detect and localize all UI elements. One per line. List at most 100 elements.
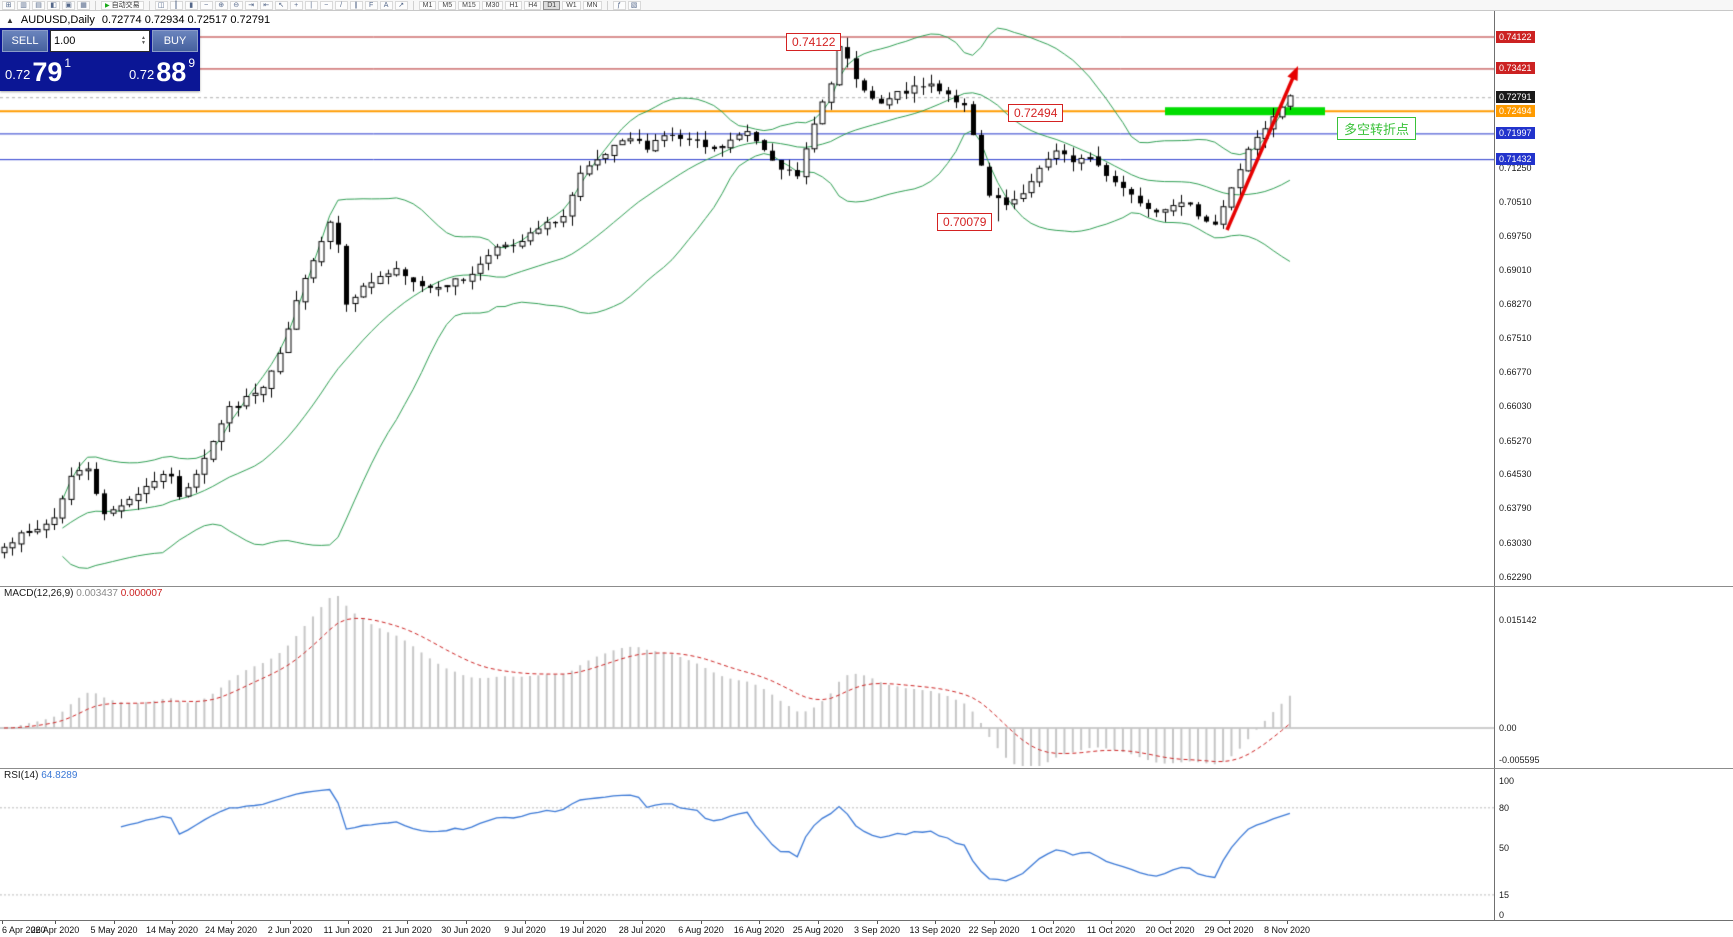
templates-icon[interactable]: ▧ [627,0,641,10]
price-axis-tick: 0.63790 [1499,503,1532,514]
strategy-tester-icon[interactable]: ▦ [77,0,90,10]
time-axis-label: 29 Oct 2020 [1204,925,1254,935]
chart-shift-icon[interactable]: ⇤ [259,0,273,10]
rsi-axis-label: 15 [1499,889,1510,900]
price-badge-071432: 0.71432 [1496,153,1535,166]
buy-price: 0.72 88 9 [129,52,195,89]
sell-price-pips: 79 [32,57,63,88]
timeframe-m15-button[interactable]: M15 [458,0,480,10]
time-axis[interactable]: 6 Apr 2020 26 Apr 2020 5 May 2020 14 May 20… [0,920,1733,937]
sell-price: 0.72 79 1 [5,52,71,89]
arrows-icon[interactable]: ↗ [394,0,408,10]
macd-axis-label: 0.00 [1499,723,1517,733]
volume-value: 1.00 [54,35,76,47]
rsi-panel-separator[interactable] [0,768,1733,769]
time-axis-tick [759,921,760,924]
sell-button[interactable]: SELL [2,30,48,52]
price-badge-072791: 0.72791 [1496,91,1535,104]
price-axis[interactable]: 0.71250 0.70510 0.69750 0.69010 0.68270 0.675… [1494,11,1733,920]
resistance-label-74122[interactable]: 0.74122 [786,33,842,51]
horizontal-line-icon[interactable]: − [319,0,333,10]
time-axis-label: 24 May 2020 [204,925,258,935]
timeframe-d1-button[interactable]: D1 [543,0,561,10]
support-label-70079[interactable]: 0.70079 [937,213,993,231]
auto-trading-button[interactable]: ▶ 自动交易 [101,0,144,10]
macd-axis-label: 0.015142 [1499,615,1537,625]
toolbar-separator [148,0,150,10]
toolbar-separator [95,0,96,10]
spinner-up-icon[interactable]: ▲ [141,34,146,41]
timeframe-mn-button[interactable]: MN [582,0,602,10]
time-axis-tick [114,921,115,924]
time-axis-label: 20 Oct 2020 [1145,925,1195,935]
timeframe-m1-button[interactable]: M1 [418,0,437,10]
timeframe-h4-button[interactable]: H4 [524,0,542,10]
price-axis-tick: 0.65270 [1499,435,1532,446]
time-axis-tick [583,921,584,924]
cursor-icon[interactable]: ↖ [274,0,288,10]
volume-spinner[interactable]: ▲ ▼ [141,34,146,47]
navigator-icon[interactable]: ◧ [47,0,60,10]
channel-icon[interactable]: ∥ [349,0,363,10]
ohlc-values: 0.72774 0.72934 0.72517 0.72791 [101,14,271,26]
indicators-icon[interactable]: ƒ [612,0,626,10]
chart-bars-icon[interactable]: ║ [169,0,183,10]
vertical-line-icon[interactable]: | [304,0,318,10]
auto-scroll-icon[interactable]: ⇥ [244,0,258,10]
zoom-out-icon[interactable]: ⊖ [229,0,243,10]
time-axis-tick [1111,921,1112,924]
rsi-title: RSI(14) [4,770,39,781]
chart-candles-icon[interactable]: ▮ [184,0,198,10]
price-badge-074122: 0.74122 [1496,30,1535,43]
market-watch-icon[interactable]: ▥ [17,0,30,10]
macd-main-value: 0.003437 [76,588,118,599]
chart-line-icon[interactable]: ~ [199,0,213,10]
terminal-icon[interactable]: ▣ [62,0,75,10]
oct-collapse-icon[interactable]: ▲ [6,15,14,25]
buy-button[interactable]: BUY [152,30,198,52]
timeframe-m5-button[interactable]: M5 [438,0,457,10]
time-axis-label: 5 May 2020 [90,925,138,935]
data-window-icon[interactable]: ▤ [32,0,45,10]
rsi-axis-label: 80 [1499,802,1510,813]
new-chart-icon[interactable]: ◫ [154,0,168,10]
price-axis-tick: 0.66770 [1499,367,1532,378]
text-icon[interactable]: A [379,0,393,10]
timeframe-h1-button[interactable]: H1 [505,0,523,10]
rsi-value: 64.8289 [41,770,78,781]
time-axis-label: 16 Aug 2020 [733,925,785,935]
macd-panel-separator[interactable] [0,586,1733,587]
play-icon: ▶ [105,2,110,9]
time-axis-tick [935,921,936,924]
fibonacci-icon[interactable]: F [364,0,378,10]
time-axis-tick [994,921,995,924]
timeframe-group: M1 M5 M15 M30 H1 H4 D1 W1 MN [418,0,602,10]
zoom-in-icon[interactable]: ⊕ [214,0,228,10]
time-axis-tick [55,921,56,924]
buy-price-point: 9 [188,56,195,70]
timeframe-m30-button[interactable]: M30 [481,0,504,10]
buy-price-pips: 88 [156,57,187,88]
new-order-icon[interactable]: ⊞ [2,0,15,10]
time-axis-label: 11 Jun 2020 [323,925,373,935]
price-axis-tick: 0.66030 [1499,400,1532,411]
rsi-header: RSI(14) 64.8289 [4,770,77,781]
price-axis-tick: 0.69010 [1499,265,1532,276]
spinner-down-icon[interactable]: ▼ [141,40,146,46]
level-label-72494[interactable]: 0.72494 [1008,104,1064,122]
time-axis-label: 26 Apr 2020 [30,925,80,935]
macd-title: MACD(12,26,9) [4,588,74,599]
trendline-icon[interactable]: / [334,0,348,10]
time-axis-tick [877,921,878,924]
toolbar-separator [606,0,608,10]
toolbar-tools-group: ◫ ║ ▮ ~ ⊕ ⊖ ⇥ ⇤ ↖ + | − / ∥ F A ↗ [154,0,408,10]
time-axis-label: 13 Sep 2020 [909,925,961,935]
rsi-axis-label: 50 [1499,843,1510,853]
timeframe-w1-button[interactable]: W1 [562,0,581,10]
price-badge-073421: 0.73421 [1496,62,1535,75]
turning-point-note[interactable]: 多空转折点 [1337,117,1417,140]
crosshair-icon[interactable]: + [289,0,303,10]
time-axis-tick [290,921,291,924]
volume-field[interactable]: 1.00 ▲ ▼ [50,30,150,52]
